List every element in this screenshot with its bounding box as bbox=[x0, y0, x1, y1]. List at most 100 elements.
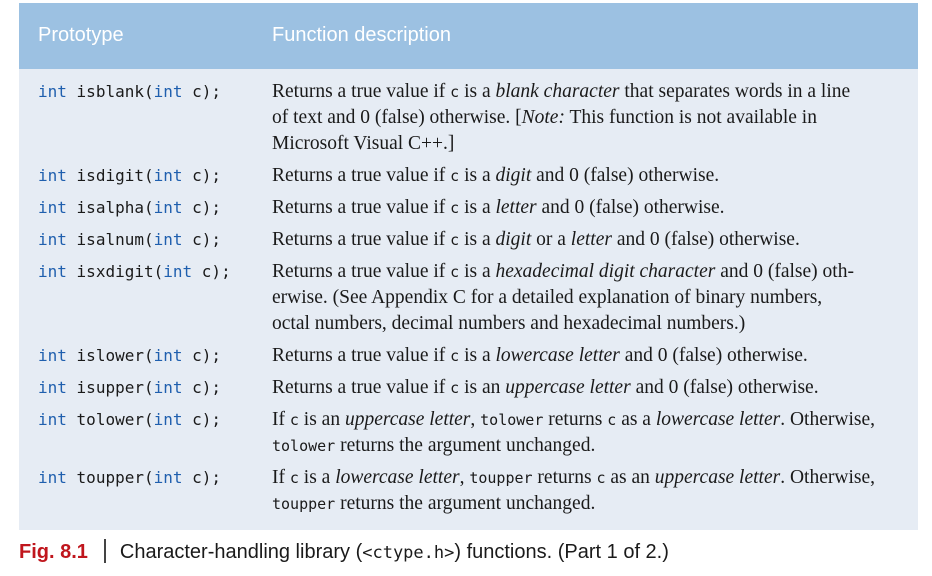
prototype-cell: int isdigit(int c); bbox=[38, 163, 221, 189]
description-line: octal numbers, decimal numbers and hexad… bbox=[272, 311, 908, 337]
description-line: If c is an uppercase letter, tolower ret… bbox=[272, 407, 908, 433]
param-name: c); bbox=[192, 166, 222, 185]
param-type: int bbox=[153, 468, 183, 487]
function-name: isblank( bbox=[76, 82, 154, 101]
description-text: , bbox=[470, 409, 481, 430]
code-term: c bbox=[450, 379, 460, 397]
prototype-cell: int tolower(int c); bbox=[38, 407, 221, 433]
description-cell: Returns a true value if c is a blank cha… bbox=[272, 79, 908, 157]
description-text: Microsoft Visual C++.] bbox=[272, 133, 455, 154]
prototype-cell: int isxdigit(int c); bbox=[38, 259, 231, 285]
description-text: is an bbox=[459, 377, 506, 398]
description-text: of text and 0 (false) otherwise. [ bbox=[272, 107, 522, 128]
description-line: Microsoft Visual C++.] bbox=[272, 131, 908, 157]
prototype-cell: int isupper(int c); bbox=[38, 375, 221, 401]
emphasis-term: uppercase letter bbox=[654, 467, 781, 488]
param-type: int bbox=[163, 262, 193, 281]
description-line: Returns a true value if c is an uppercas… bbox=[272, 375, 908, 401]
header-function-description: Function description bbox=[272, 24, 451, 46]
description-text: Returns a true value if bbox=[272, 165, 451, 186]
param-name: c); bbox=[192, 198, 222, 217]
param-type: int bbox=[153, 410, 183, 429]
code-term: c bbox=[450, 263, 460, 281]
description-text: and 0 (false) otherwise. bbox=[630, 377, 819, 398]
code-term: tolower bbox=[480, 411, 544, 429]
emphasis-term: lowercase letter bbox=[335, 467, 460, 488]
code-term: c bbox=[450, 347, 460, 365]
function-name: islower( bbox=[76, 346, 154, 365]
return-type: int bbox=[38, 262, 67, 281]
return-type: int bbox=[38, 82, 67, 101]
description-text: and 0 (false) otherwise. bbox=[611, 229, 800, 250]
function-name: toupper( bbox=[76, 468, 154, 487]
emphasis-term: digit bbox=[495, 229, 532, 250]
return-type: int bbox=[38, 410, 67, 429]
code-term: c bbox=[450, 83, 460, 101]
description-text: and 0 (false) oth- bbox=[715, 261, 854, 282]
emphasis-term: letter bbox=[570, 229, 612, 250]
param-name: c); bbox=[201, 262, 231, 281]
description-line: Returns a true value if c is a hexadecim… bbox=[272, 259, 908, 285]
description-text: and 0 (false) otherwise. bbox=[531, 165, 720, 186]
emphasis-term: uppercase letter bbox=[505, 377, 631, 398]
description-text: is a bbox=[459, 261, 496, 282]
description-line: Returns a true value if c is a letter an… bbox=[272, 195, 908, 221]
function-name: isalnum( bbox=[76, 230, 154, 249]
description-text: returns the argument unchanged. bbox=[335, 435, 596, 456]
param-name: c); bbox=[192, 378, 222, 397]
description-cell: Returns a true value if c is a hexadecim… bbox=[272, 259, 908, 337]
description-cell: Returns a true value if c is an uppercas… bbox=[272, 375, 908, 401]
description-text: is a bbox=[459, 345, 496, 366]
description-cell: Returns a true value if c is a lowercase… bbox=[272, 343, 908, 369]
return-type: int bbox=[38, 198, 67, 217]
function-name: isxdigit( bbox=[76, 262, 164, 281]
emphasis-term: Note: bbox=[521, 107, 565, 128]
description-cell: Returns a true value if c is a digit or … bbox=[272, 227, 908, 253]
description-text: erwise. (See Appendix C for a detailed e… bbox=[272, 287, 823, 308]
description-line: Returns a true value if c is a digit and… bbox=[272, 163, 908, 189]
description-text: and 0 (false) otherwise. bbox=[536, 197, 725, 218]
description-text: octal numbers, decimal numbers and hexad… bbox=[272, 313, 746, 334]
prototype-cell: int toupper(int c); bbox=[38, 465, 221, 491]
prototype-cell: int isalpha(int c); bbox=[38, 195, 221, 221]
description-text: . Otherwise, bbox=[780, 467, 875, 488]
param-name: c); bbox=[192, 346, 222, 365]
description-text: Returns a true value if bbox=[272, 81, 451, 102]
emphasis-term: lowercase letter bbox=[495, 345, 620, 366]
description-line: erwise. (See Appendix C for a detailed e… bbox=[272, 285, 908, 311]
description-cell: Returns a true value if c is a digit and… bbox=[272, 163, 908, 189]
description-line: of text and 0 (false) otherwise. [Note: … bbox=[272, 105, 908, 131]
description-text: as an bbox=[605, 467, 655, 488]
param-type: int bbox=[153, 378, 183, 397]
description-text: Returns a true value if bbox=[272, 261, 451, 282]
description-text: is a bbox=[459, 165, 496, 186]
description-text: is an bbox=[298, 409, 345, 430]
functions-table: Prototype Function description int isbla… bbox=[19, 3, 918, 530]
param-name: c); bbox=[192, 82, 222, 101]
description-line: toupper returns the argument unchanged. bbox=[272, 491, 908, 517]
description-text: is a bbox=[459, 197, 496, 218]
description-text: or a bbox=[531, 229, 571, 250]
caption-text-before: Character-handling library ( bbox=[119, 541, 363, 563]
description-text: and 0 (false) otherwise. bbox=[619, 345, 808, 366]
description-line: Returns a true value if c is a digit or … bbox=[272, 227, 908, 253]
description-text: returns bbox=[543, 409, 608, 430]
description-line: If c is a lowercase letter, toupper retu… bbox=[272, 465, 908, 491]
return-type: int bbox=[38, 378, 67, 397]
code-term: c bbox=[450, 199, 460, 217]
description-text: returns bbox=[532, 467, 597, 488]
description-text: is a bbox=[459, 229, 496, 250]
emphasis-term: lowercase letter bbox=[655, 409, 781, 430]
emphasis-term: uppercase letter bbox=[344, 409, 471, 430]
param-name: c); bbox=[192, 468, 222, 487]
function-name: isalpha( bbox=[76, 198, 154, 217]
code-term: c bbox=[450, 167, 460, 185]
caption-code: <ctype.h> bbox=[362, 543, 455, 563]
code-term: c bbox=[289, 469, 299, 487]
return-type: int bbox=[38, 166, 67, 185]
emphasis-term: blank character bbox=[495, 81, 620, 102]
return-type: int bbox=[38, 468, 67, 487]
description-text: Returns a true value if bbox=[272, 345, 451, 366]
description-text: If bbox=[272, 467, 290, 488]
param-type: int bbox=[153, 198, 183, 217]
